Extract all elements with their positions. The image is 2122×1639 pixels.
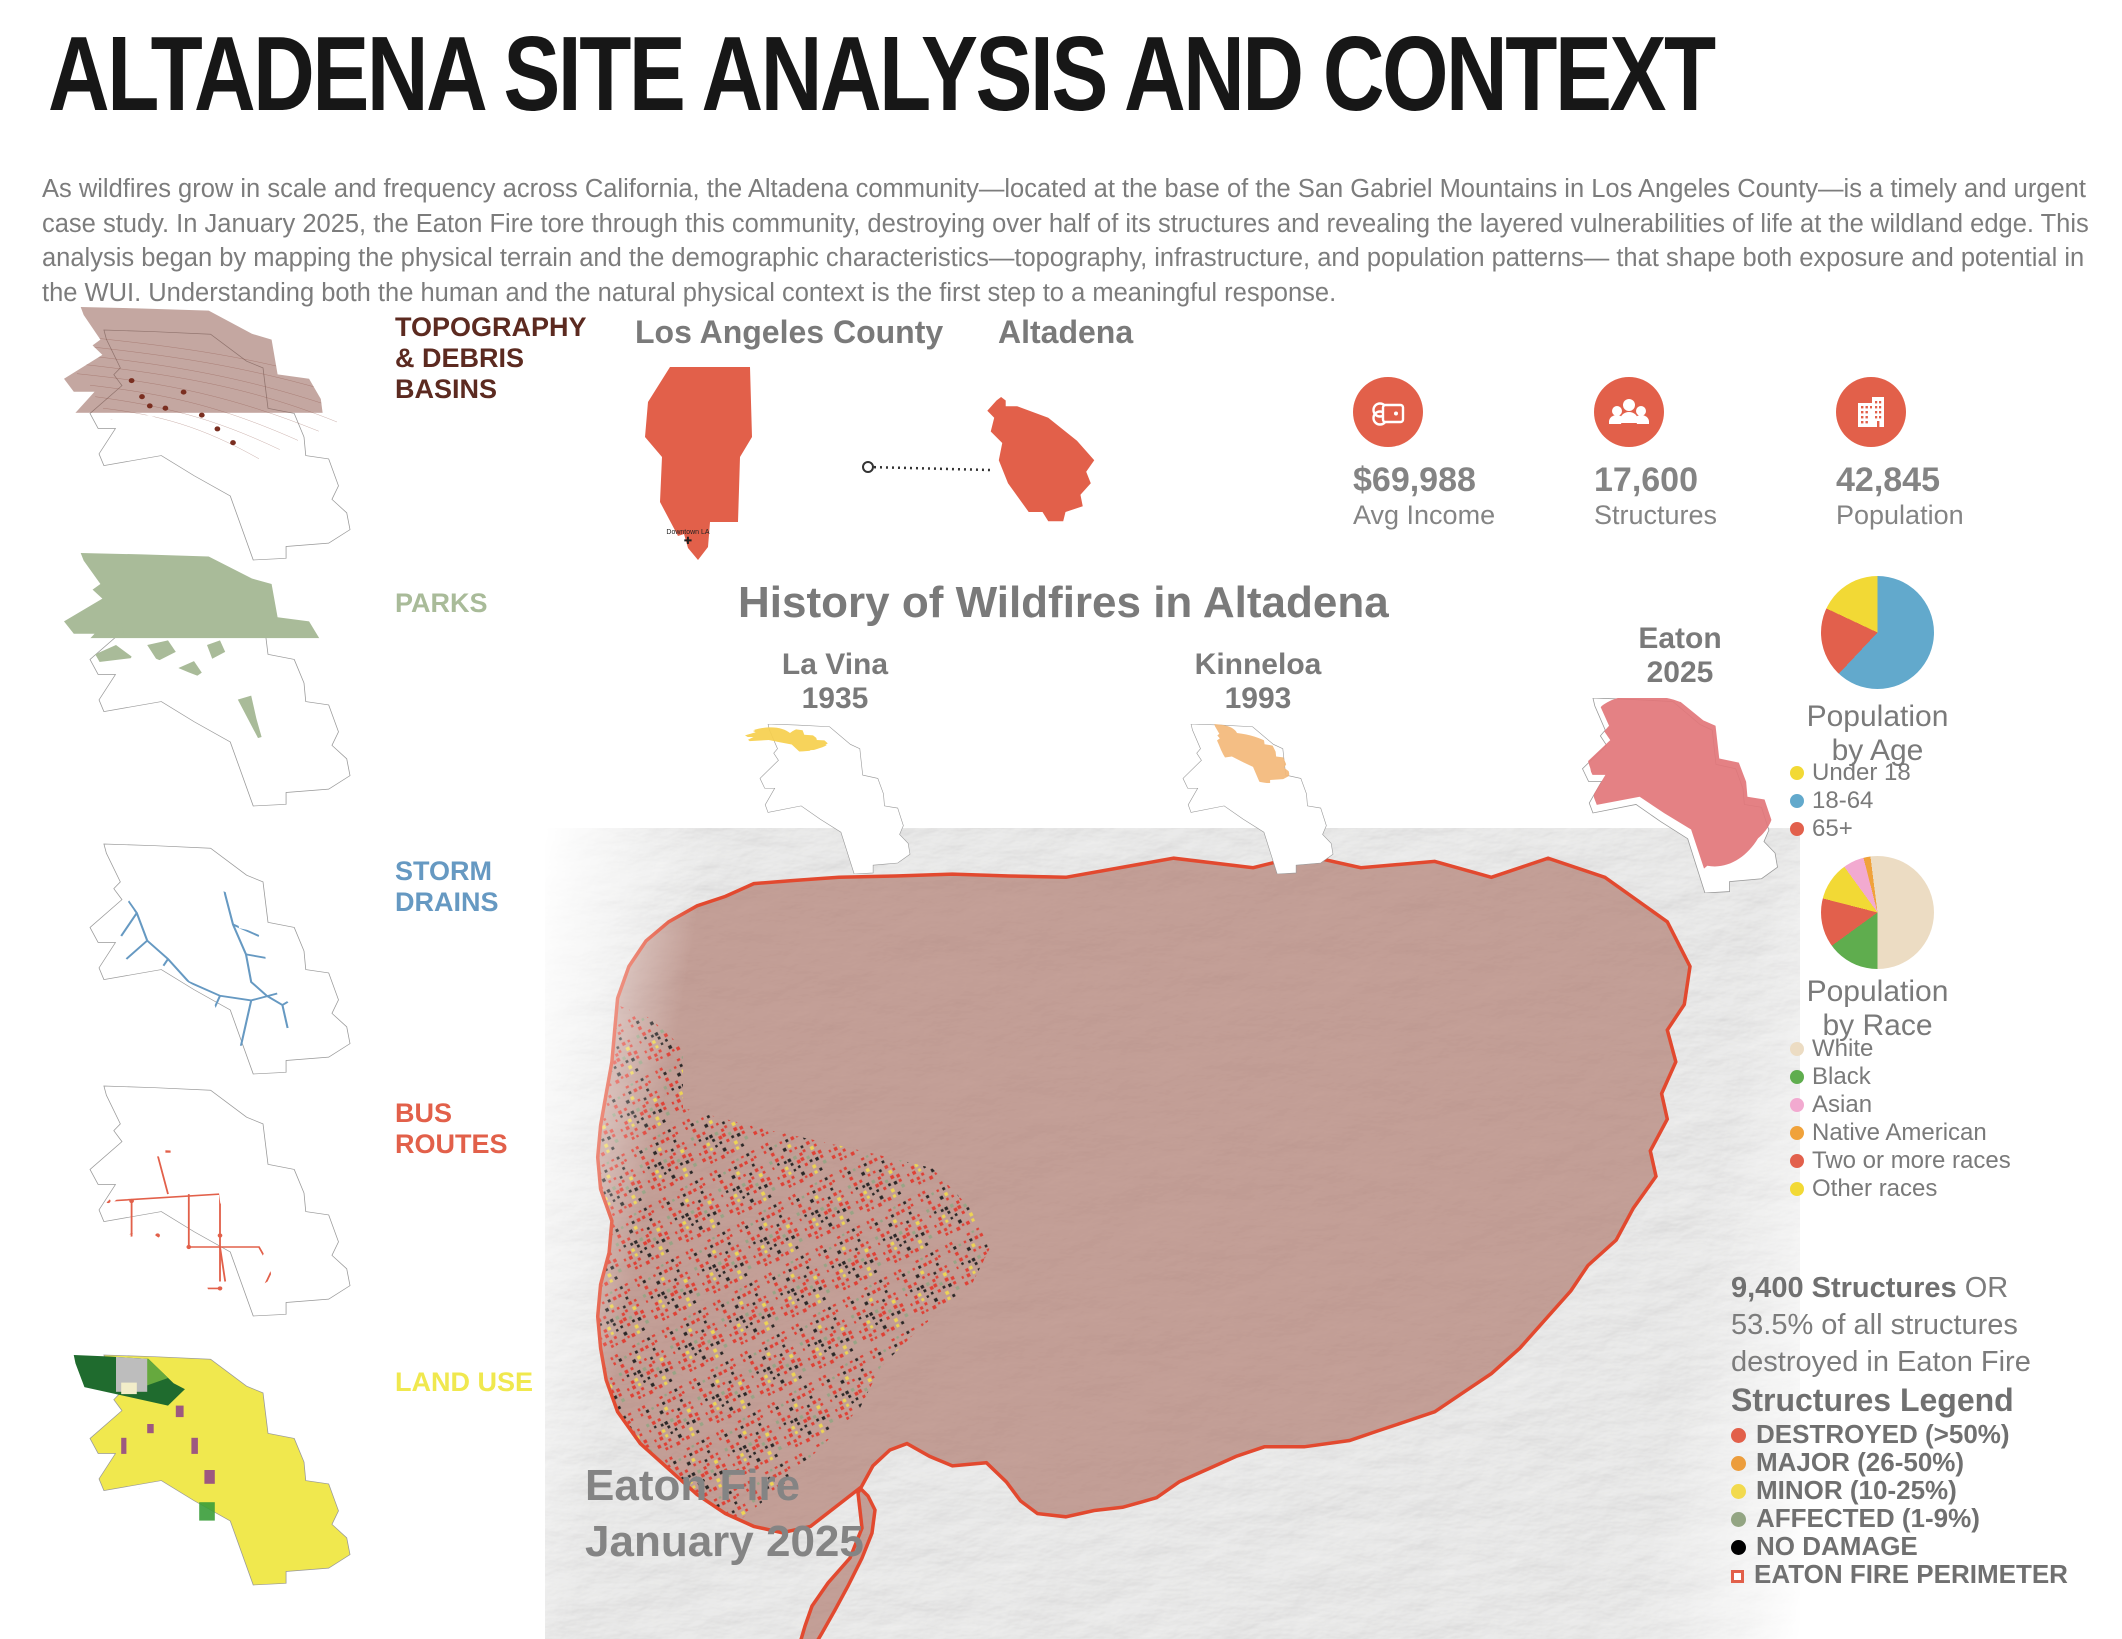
svg-text:Downtown LA: Downtown LA <box>666 529 710 536</box>
svg-text:✚: ✚ <box>684 536 692 547</box>
